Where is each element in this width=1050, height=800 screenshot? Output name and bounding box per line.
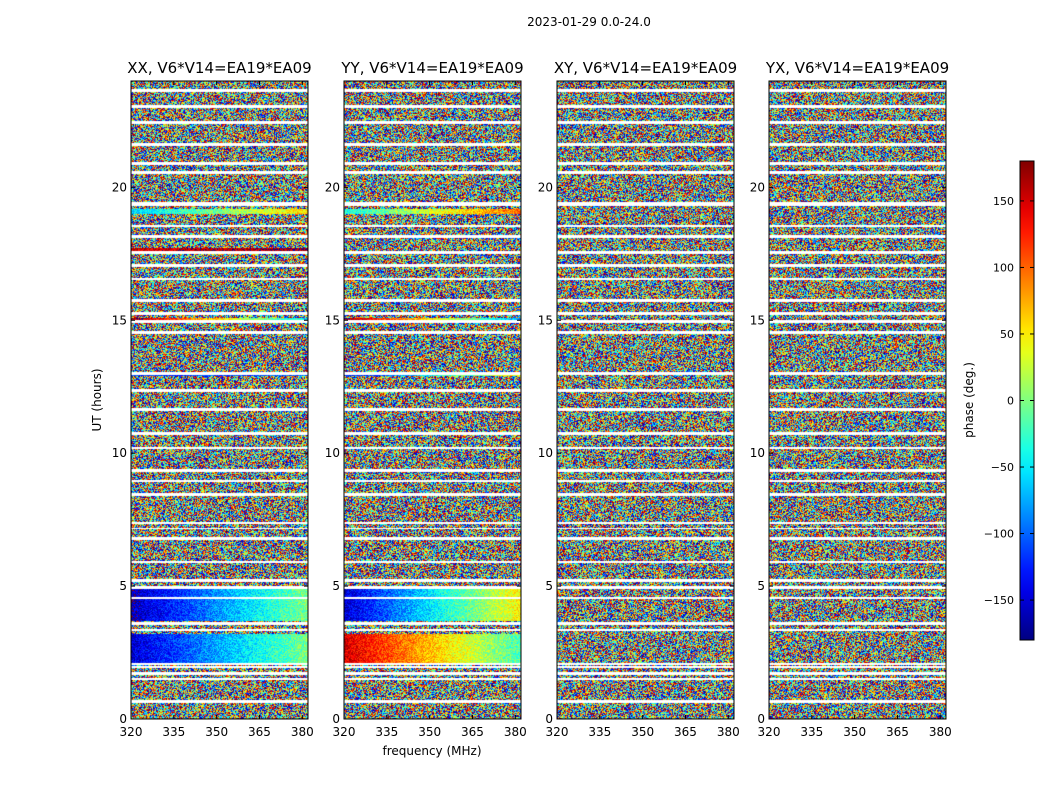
panel-frame [343, 80, 522, 720]
y-tick-label: 0 [119, 712, 127, 726]
y-tick-label: 0 [757, 712, 765, 726]
y-tick-label: 20 [750, 180, 765, 194]
colorbar-tick-label: 150 [993, 195, 1014, 208]
y-tick-label: 5 [757, 579, 765, 593]
x-tick-label: 350 [631, 725, 654, 739]
colorbar-label: phase (deg.) [962, 362, 976, 438]
x-tick-label: 365 [886, 725, 909, 739]
x-tick-label: 335 [162, 725, 185, 739]
panel-title: XX, V6*V14=EA19*EA09 [127, 59, 311, 77]
colorbar: 150 100 50 0 −50 −100 −150 [984, 160, 1035, 641]
phase-image-yx [769, 81, 946, 719]
panel-yy: YY, V6*V14=EA19*EA09 320 335 350 365 380 0 5 10 1… [325, 59, 527, 739]
x-axis-label: frequency (MHz) [382, 744, 481, 758]
x-tick-label: 380 [929, 725, 952, 739]
x-tick-label: 365 [248, 725, 271, 739]
figure-title: 2023-01-29 0.0-24.0 [527, 15, 651, 29]
colorbar-tick-label: 50 [1000, 328, 1014, 341]
panel-xx: XX, V6*V14=EA19*EA09 320 335 350 365 380 0 5 10 1… [112, 59, 314, 739]
x-tick-label: 365 [461, 725, 484, 739]
panel-title: XY, V6*V14=EA19*EA09 [554, 59, 737, 77]
x-tick-label: 380 [504, 725, 527, 739]
panels: XX, V6*V14=EA19*EA09 320 335 350 365 380 0 5 10 1… [112, 59, 952, 739]
panel-yx: YX, V6*V14=EA19*EA09 320 335 350 365 380 0 5 10 1… [750, 59, 952, 739]
x-tick-label: 380 [291, 725, 314, 739]
colorbar-tick-label: −50 [991, 461, 1014, 474]
x-tick-label: 335 [800, 725, 823, 739]
y-tick-label: 10 [538, 446, 553, 460]
x-tick-label: 335 [588, 725, 611, 739]
x-tick-label: 320 [758, 725, 781, 739]
colorbar-tick-label: −100 [984, 528, 1014, 541]
y-tick-label: 15 [325, 313, 340, 327]
y-tick-label: 10 [325, 446, 340, 460]
x-tick-label: 320 [120, 725, 143, 739]
x-tick-label: 350 [843, 725, 866, 739]
x-tick-label: 350 [418, 725, 441, 739]
panel-frame [556, 80, 735, 720]
panel-frame [130, 80, 309, 720]
panel-xy: XY, V6*V14=EA19*EA09 320 335 350 365 380 0 5 10 1… [538, 59, 740, 739]
y-axis-label: UT (hours) [90, 368, 104, 431]
y-tick-label: 15 [112, 313, 127, 327]
phase-image-xx [131, 81, 308, 719]
y-tick-label: 20 [325, 180, 340, 194]
x-tick-label: 365 [674, 725, 697, 739]
y-tick-label: 10 [750, 446, 765, 460]
colorbar-tick-label: 100 [993, 261, 1014, 274]
y-tick-label: 5 [545, 579, 553, 593]
colorbar-tick-label: 0 [1007, 395, 1014, 408]
colorbar-tick-label: −150 [984, 594, 1014, 607]
x-tick-label: 350 [205, 725, 228, 739]
y-tick-label: 5 [119, 579, 127, 593]
x-tick-label: 335 [375, 725, 398, 739]
y-tick-label: 0 [545, 712, 553, 726]
panel-title: YX, V6*V14=EA19*EA09 [765, 59, 949, 77]
phase-image-yy [344, 81, 521, 719]
y-tick-label: 15 [538, 313, 553, 327]
y-tick-label: 0 [332, 712, 340, 726]
x-tick-label: 380 [717, 725, 740, 739]
y-tick-label: 20 [538, 180, 553, 194]
panel-title: YY, V6*V14=EA19*EA09 [340, 59, 523, 77]
panel-frame [768, 80, 947, 720]
y-tick-label: 20 [112, 180, 127, 194]
y-tick-label: 5 [332, 579, 340, 593]
phase-image-xy [557, 81, 734, 719]
y-tick-label: 15 [750, 313, 765, 327]
x-tick-label: 320 [333, 725, 356, 739]
y-tick-label: 10 [112, 446, 127, 460]
x-tick-label: 320 [546, 725, 569, 739]
